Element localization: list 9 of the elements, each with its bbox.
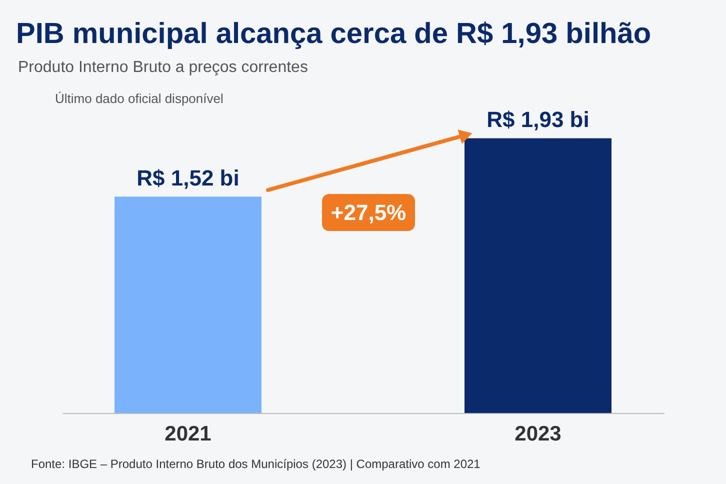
source-note: Fonte: IBGE – Produto Interno Bruto dos Municípios (2023) | Comparativo com 2021 (31, 457, 481, 471)
data-label: R$ 1,52 bi (136, 166, 240, 191)
chart-title: PIB municipal alcança cerca de R$ 1,93 bilhão (16, 18, 652, 50)
x-tick-label: 2023 (514, 422, 562, 446)
x-tick-label: 2021 (164, 422, 212, 446)
text: Último dado oficial disponível (55, 91, 224, 106)
chart-subtitle: Produto Interno Bruto a preços correntes (18, 59, 308, 76)
data-label: R$ 1,93 bi (486, 107, 590, 132)
annotation: +27,5% (330, 200, 406, 225)
